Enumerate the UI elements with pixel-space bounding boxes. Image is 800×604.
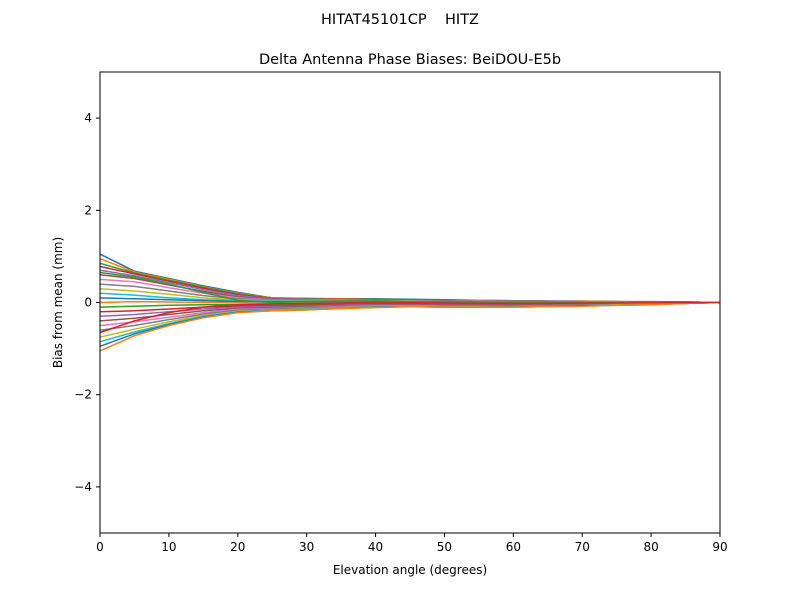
series-line-2 xyxy=(99,258,721,304)
y-tick-label: −4 xyxy=(74,480,92,494)
x-tick-label: 0 xyxy=(96,540,104,554)
x-tick-label: 20 xyxy=(230,540,245,554)
x-tick-label: 30 xyxy=(299,540,314,554)
y-tick-label: 4 xyxy=(84,111,92,125)
series-line-22 xyxy=(99,301,721,352)
y-tick-label: 2 xyxy=(84,203,92,217)
x-axis-label: Elevation angle (degrees) xyxy=(333,563,487,577)
y-tick-label: −2 xyxy=(74,388,92,402)
x-tick-label: 90 xyxy=(712,540,727,554)
x-tick-label: 40 xyxy=(368,540,383,554)
axes: 0 10 20 30 40 50 60 70 80 90 −4 −2 0 2 4 xyxy=(74,71,728,554)
series-line-1 xyxy=(99,253,721,304)
x-tick-label: 50 xyxy=(437,540,452,554)
series-lines xyxy=(99,253,721,352)
x-tick-label: 10 xyxy=(161,540,176,554)
x-tick-label: 70 xyxy=(575,540,590,554)
y-axis-label: Bias from mean (mm) xyxy=(51,237,65,368)
series-line-6 xyxy=(99,274,720,304)
x-tick-label: 60 xyxy=(506,540,521,554)
chart-title: Delta Antenna Phase Biases: BeiDOU-E5b xyxy=(259,52,561,68)
series-line-24 xyxy=(99,301,720,334)
chart-suptitle: HITAT45101CP HITZ xyxy=(321,12,479,28)
y-tick-label: 0 xyxy=(84,296,92,310)
x-tick-label: 80 xyxy=(643,540,658,554)
